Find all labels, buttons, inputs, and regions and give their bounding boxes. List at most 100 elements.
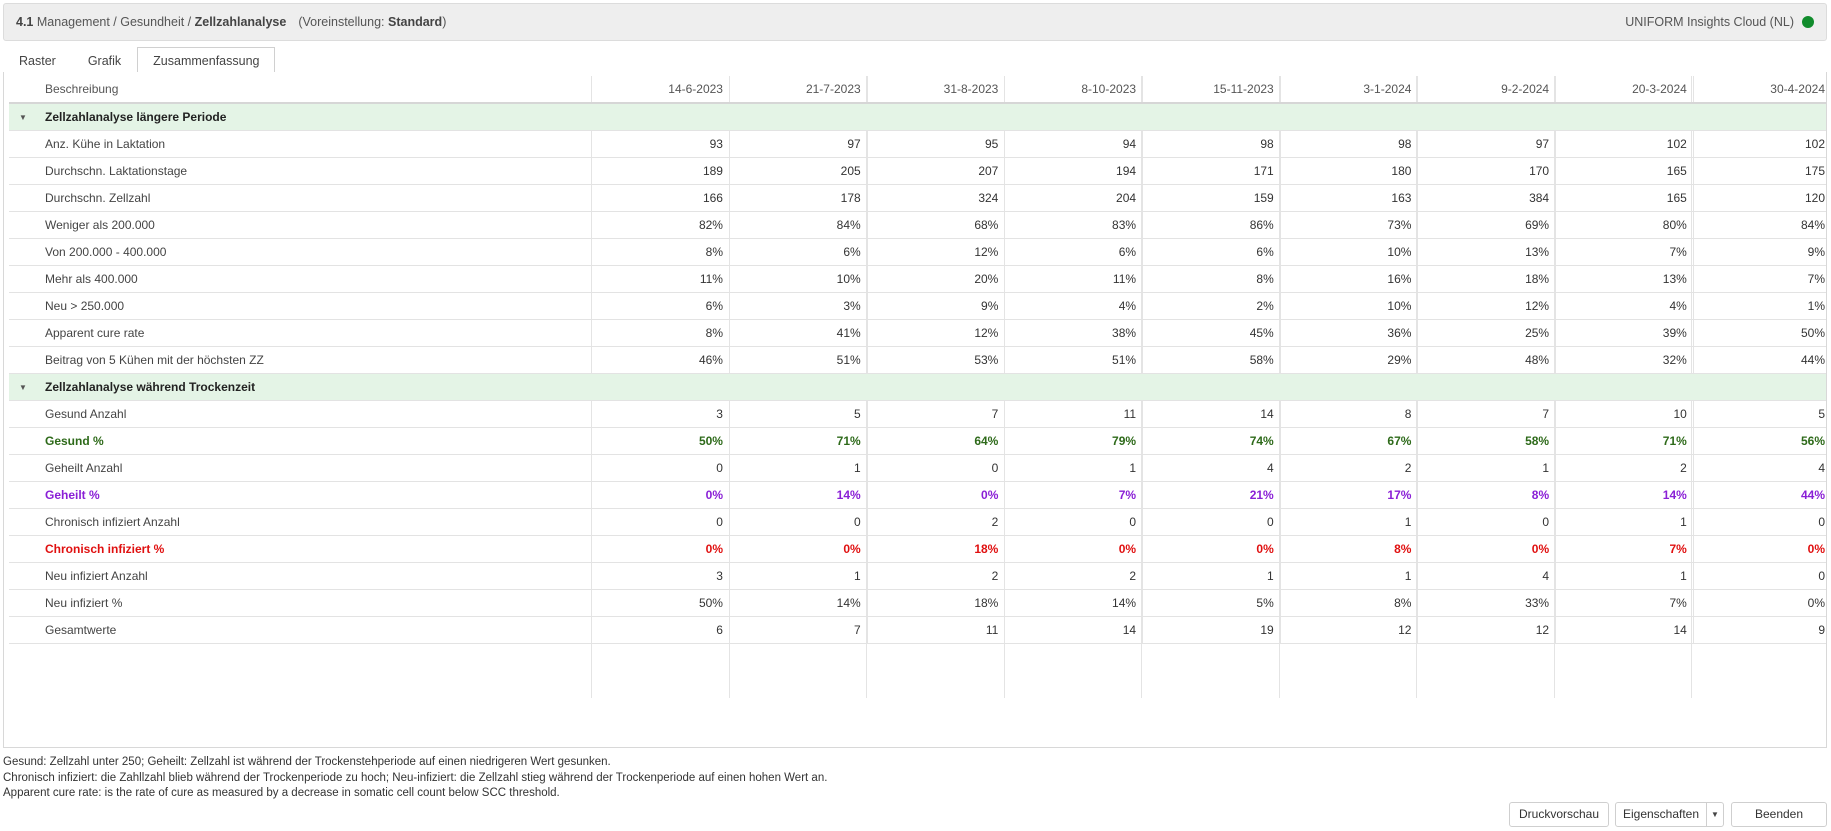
table-cell: 14% [728, 481, 868, 509]
table-row[interactable]: Beitrag von 5 Kühen mit der höchsten ZZ 4… [9, 346, 1826, 374]
column-header-date[interactable]: 14-6-2023 [591, 76, 730, 104]
group-header[interactable]: ▼ Zellzahlanalyse während Trockenzeit [9, 373, 1826, 401]
table-cell: 8% [591, 319, 730, 347]
table-cell: 58% [1417, 427, 1556, 455]
print-preview-button[interactable]: Druckvorschau [1509, 802, 1609, 827]
table-cell: 1 [728, 454, 868, 482]
table-row[interactable]: Mehr als 400.000 11% 10% 20% 11% 8% 16% 18% 13% 7… [9, 265, 1826, 293]
table-row[interactable]: Durchschn. Laktationstage 189 205 207 194 171… [9, 157, 1826, 185]
table-row[interactable]: Anz. Kühe in Laktation 93 97 95 94 98 98 97 102 1… [9, 130, 1826, 158]
table-row[interactable]: Weniger als 200.000 82% 84% 68% 83% 86% 73% 69%… [9, 211, 1826, 239]
table-row[interactable]: Neu > 250.000 6% 3% 9% 4% 2% 10% 12% 4% 1% [9, 292, 1826, 320]
table-cell: 7% [1555, 238, 1694, 266]
table-row[interactable]: Gesund Anzahl 3 5 7 11 14 8 7 10 5 [9, 400, 1826, 428]
table-cell: 50% [1692, 319, 1826, 347]
table-cell: 38% [1004, 319, 1143, 347]
table-row[interactable]: Gesamtwerte 6 7 11 14 19 12 12 14 9 [9, 616, 1826, 644]
table-cell: 8% [591, 238, 730, 266]
tab-raster[interactable]: Raster [19, 54, 56, 68]
table-cell: 39% [1555, 319, 1694, 347]
table-cell: 7% [1555, 589, 1694, 617]
table-row[interactable]: Von 200.000 - 400.000 8% 6% 12% 6% 6% 10% 13% 7%… [9, 238, 1826, 266]
table-row[interactable]: Geheilt Anzahl 0 1 0 1 4 2 1 2 4 [9, 454, 1826, 482]
table-row[interactable]: Geheilt % 0% 14% 0% 7% 21% 17% 8% 14% 44% [9, 481, 1826, 509]
table-cell: 17% [1279, 481, 1418, 509]
table-cell: 14% [1004, 589, 1143, 617]
table-row[interactable]: Chronisch infiziert Anzahl 0 0 2 0 0 1 0 1 0 [9, 508, 1826, 536]
table-row[interactable]: Durchschn. Zellzahl 166 178 324 204 159 163 384… [9, 184, 1826, 212]
title-bar: 4.1 Management / Gesundheit / Zellzahlan… [3, 3, 1827, 41]
table-cell: 1 [1417, 454, 1556, 482]
column-header-date[interactable]: 8-10-2023 [1004, 76, 1143, 104]
preset-value: Standard [388, 15, 443, 29]
table-header-row: Beschreibung 14-6-2023 21-7-2023 31-8-2023 8… [9, 76, 1826, 104]
table-cell: 0 [1004, 508, 1143, 536]
row-label: Geheilt % [9, 481, 592, 509]
section-number: 4.1 [16, 15, 34, 29]
table-row[interactable]: Neu infiziert Anzahl 3 1 2 2 1 1 4 1 0 [9, 562, 1826, 590]
row-label: Gesamtwerte [9, 616, 592, 644]
group-row[interactable]: ▼ Zellzahlanalyse während Trockenzeit [9, 373, 1826, 401]
table-cell: 14% [1555, 481, 1694, 509]
table-cell: 67% [1279, 427, 1418, 455]
table-cell: 384 [1417, 184, 1556, 212]
table-cell: 10% [728, 265, 868, 293]
collapse-triangle-icon[interactable]: ▼ [19, 113, 27, 123]
table-cell: 82% [591, 211, 730, 239]
table-cell: 6% [591, 292, 730, 320]
table-cell: 8% [1142, 265, 1281, 293]
table-cell: 71% [728, 427, 868, 455]
column-header-date[interactable]: 9-2-2024 [1417, 76, 1556, 104]
table-row[interactable]: Gesund % 50% 71% 64% 79% 74% 67% 58% 71% 56% [9, 427, 1826, 455]
table-cell: 4% [1555, 292, 1694, 320]
collapse-triangle-icon[interactable]: ▼ [19, 382, 27, 392]
note-line: Gesund: Zellzahl unter 250; Geheilt: Zel… [3, 756, 611, 768]
table-cell: 205 [728, 157, 868, 185]
table-cell: 2 [866, 508, 1005, 536]
table-cell: 10 [1555, 400, 1694, 428]
table-row[interactable]: Apparent cure rate 8% 41% 12% 38% 45% 36% 25% 39… [9, 319, 1826, 347]
group-row[interactable]: ▼ Zellzahlanalyse längere Periode [9, 103, 1826, 131]
table-cell: 7% [1004, 481, 1143, 509]
row-label: Gesund Anzahl [9, 400, 592, 428]
table-cell: 3 [591, 562, 730, 590]
table-cell: 6 [591, 616, 730, 644]
preset-close: ) [442, 15, 447, 29]
tab-zusammenfassung[interactable]: Zusammenfassung [137, 47, 276, 73]
table-cell: 7 [728, 616, 868, 644]
chevron-down-icon[interactable]: ▼ [1706, 803, 1723, 826]
column-header-date[interactable]: 20-3-2024 [1555, 76, 1694, 104]
column-header-description[interactable]: Beschreibung [9, 76, 592, 104]
table-cell: 45% [1142, 319, 1281, 347]
preset-label: (Voreinstellung: [298, 15, 385, 29]
table-cell: 1 [1004, 454, 1143, 482]
column-header-date[interactable]: 3-1-2024 [1279, 76, 1418, 104]
close-button[interactable]: Beenden [1731, 802, 1827, 827]
group-header[interactable]: ▼ Zellzahlanalyse längere Periode [9, 103, 1826, 131]
properties-button-label[interactable]: Eigenschaften [1622, 807, 1700, 821]
table-cell: 98 [1142, 130, 1281, 158]
row-label: Beitrag von 5 Kühen mit der höchsten ZZ [9, 346, 592, 374]
table-cell: 8% [1279, 589, 1418, 617]
table-cell: 44% [1692, 481, 1826, 509]
table-cell: 8 [1279, 400, 1418, 428]
tab-grafik[interactable]: Grafik [87, 54, 122, 68]
table-cell: 1 [1142, 562, 1281, 590]
table-cell: 97 [728, 130, 868, 158]
column-header-date[interactable]: 30-4-2024 [1692, 76, 1826, 104]
table-cell: 4 [1417, 562, 1556, 590]
table-cell: 7% [1692, 265, 1826, 293]
table-cell: 69% [1417, 211, 1556, 239]
summary-table: Beschreibung 14-6-2023 21-7-2023 31-8-2023 8… [9, 76, 1826, 644]
table-row[interactable]: Chronisch infiziert % 0% 0% 18% 0% 0% 8% 0% 7% 0% [9, 535, 1826, 563]
table-cell: 14 [1142, 400, 1281, 428]
table-cell: 14 [1004, 616, 1143, 644]
column-header-date[interactable]: 15-11-2023 [1142, 76, 1281, 104]
column-header-date[interactable]: 21-7-2023 [728, 76, 868, 104]
table-cell: 1 [1279, 562, 1418, 590]
column-header-date[interactable]: 31-8-2023 [866, 76, 1005, 104]
table-cell: 178 [728, 184, 868, 212]
table-row[interactable]: Neu infiziert % 50% 14% 18% 14% 5% 8% 33% 7% 0% [9, 589, 1826, 617]
properties-button[interactable]: Eigenschaften ▼ [1615, 802, 1724, 827]
tab-bar: Raster Grafik Zusammenfassung [3, 47, 276, 73]
